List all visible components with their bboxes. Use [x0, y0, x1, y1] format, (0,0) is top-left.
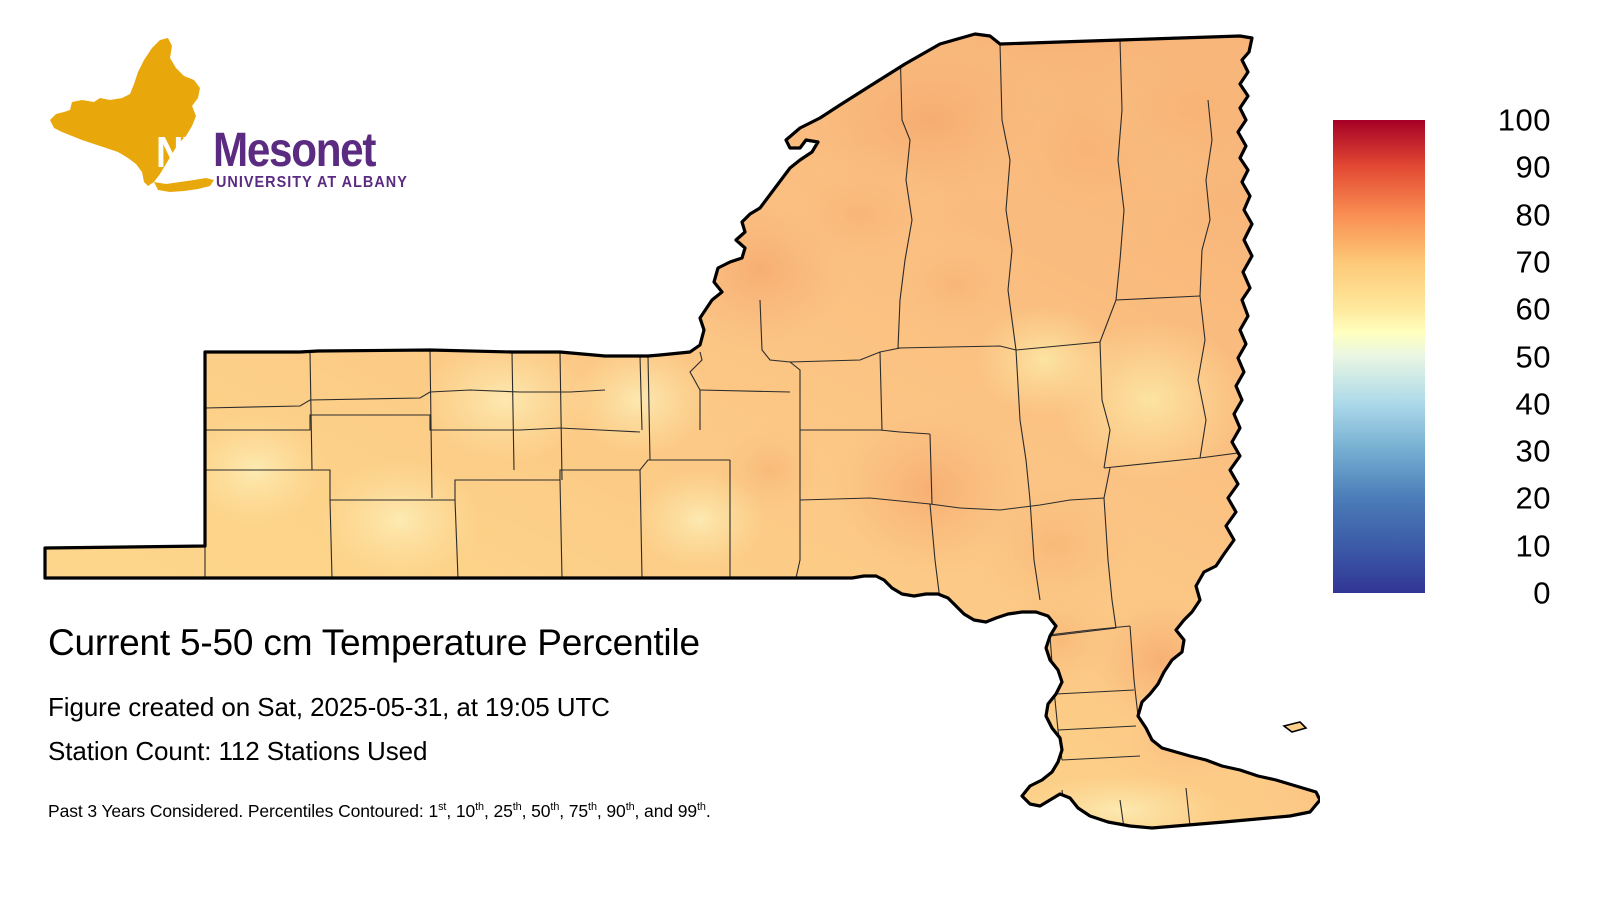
colorbar-tick-60: 60 [1515, 291, 1551, 327]
colorbar-tick-10: 10 [1515, 528, 1551, 564]
percentile-level-10: 10th [455, 801, 484, 821]
percentile-level-90: 90th [606, 801, 635, 821]
colorbar-tick-50: 50 [1515, 339, 1551, 374]
colorbar-tick-70: 70 [1515, 244, 1551, 280]
map-panel [43, 32, 1320, 830]
percentile-level-99: 99th [677, 801, 706, 821]
station-count-text: Station Count: 112 Stations Used [48, 736, 428, 766]
colorbar-tick-40: 40 [1515, 386, 1551, 422]
colorbar-gradient [1333, 120, 1425, 593]
figure-footnote: Past 3 Years Considered. Percentiles Con… [48, 801, 711, 821]
logo-nys-text: NYS [156, 128, 232, 177]
figure-created-timestamp: Figure created on Sat, 2025-05-31, at 19… [48, 692, 610, 722]
new-york-state-map [43, 32, 1320, 830]
colorbar: 100 90 80 70 60 50 40 30 20 10 0 [1333, 105, 1573, 609]
logo-mesonet-text: Mesonet [213, 124, 376, 177]
colorbar-tick-0: 0 [1533, 575, 1551, 611]
figure-title: Current 5-50 cm Temperature Percentile [48, 622, 700, 663]
colorbar-tick-labels: 100 90 80 70 60 50 40 30 20 10 0 [1429, 105, 1557, 609]
colorbar-tick-90: 90 [1515, 149, 1551, 185]
new-york-state-silhouette-icon [50, 38, 214, 192]
colorbar-tick-100: 100 [1497, 102, 1551, 138]
colorbar-tick-20: 20 [1515, 480, 1551, 516]
state-outline [43, 32, 1320, 830]
percentile-level-1: 1st [428, 801, 447, 821]
colorbar-tick-30: 30 [1515, 433, 1551, 469]
percentile-level-25: 25th [493, 801, 522, 821]
offshore-island [1282, 721, 1308, 733]
colorbar-tick-80: 80 [1515, 197, 1551, 233]
logo-university-text: UNIVERSITY AT ALBANY [216, 174, 408, 191]
percentile-level-50: 50th [531, 801, 560, 821]
percentile-level-75: 75th [568, 801, 597, 821]
caption-block: Current 5-50 cm Temperature Percentile F… [48, 622, 998, 822]
nys-mesonet-logo: NYS Mesonet UNIVERSITY AT ALBANY [48, 32, 407, 197]
